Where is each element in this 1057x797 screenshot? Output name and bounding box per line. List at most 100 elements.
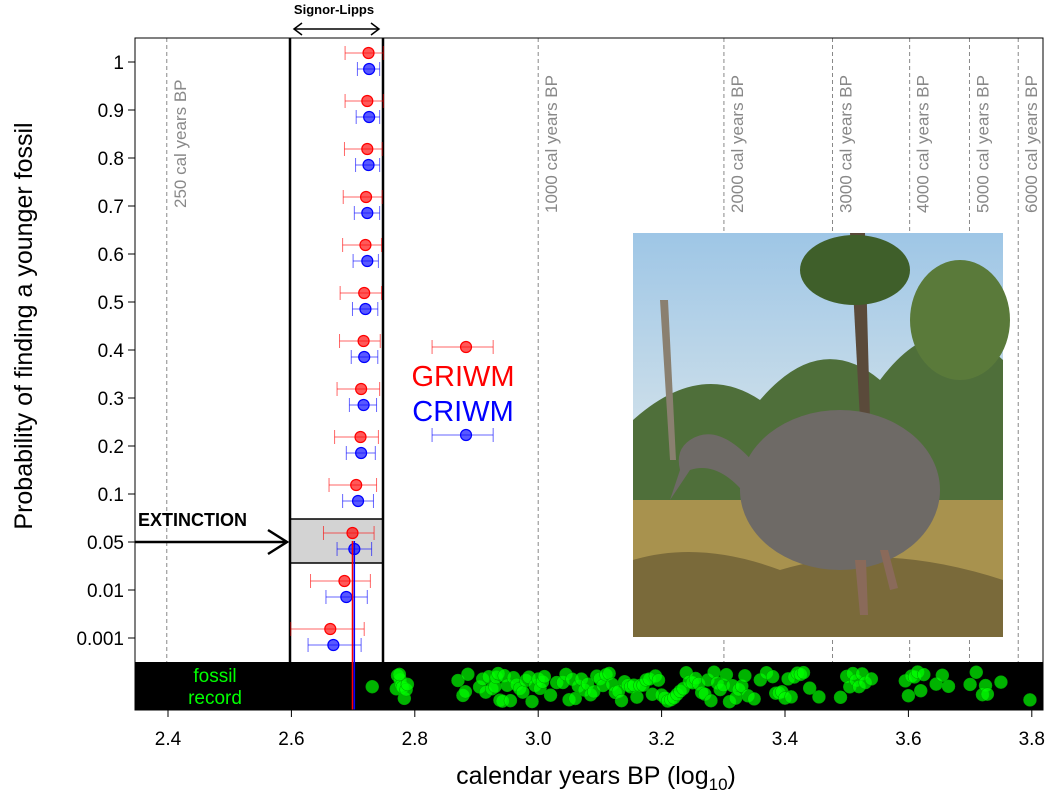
fossil-point <box>784 690 798 704</box>
fossil-point <box>461 667 475 682</box>
griwm-point <box>358 286 371 300</box>
y-tick-label: 0.001 <box>76 629 124 650</box>
reference-line-label: 250 cal years BP <box>171 79 190 208</box>
fossil-point <box>392 667 407 682</box>
fossil-point <box>747 692 761 706</box>
fossil-point <box>543 688 558 702</box>
reference-line-label: 4000 cal years BP <box>914 75 933 213</box>
griwm-point <box>338 574 351 588</box>
griwm-point <box>357 334 370 348</box>
fossil-point <box>901 688 916 703</box>
fossil-point <box>812 690 826 704</box>
griwm-point <box>346 526 359 540</box>
legend-point <box>459 428 473 442</box>
x-tick-label: 3.4 <box>772 729 799 750</box>
extinction-lines <box>351 541 356 710</box>
signor-lipps-label: Signor-Lipps <box>294 2 374 17</box>
legend-griwm: GRIWM <box>411 361 514 393</box>
fossil-points <box>365 665 1037 709</box>
moa-illustration <box>633 233 1010 637</box>
griwm-point <box>361 94 374 108</box>
criwm-point <box>351 494 365 508</box>
criwm-point <box>359 302 372 316</box>
fossil-point <box>963 677 977 692</box>
criwm-point <box>362 158 375 172</box>
fossil-point <box>516 685 530 699</box>
criwm-point <box>358 350 371 364</box>
fossil-record-label-1: fossil <box>193 666 236 687</box>
x-tick-label: 3.6 <box>895 729 921 750</box>
y-tick-label: 0.3 <box>98 389 124 410</box>
x-tick-label: 3.8 <box>1019 729 1045 750</box>
x-tick-label: 3.0 <box>525 729 551 750</box>
griwm-point <box>359 238 372 252</box>
criwm-point <box>361 254 374 268</box>
fossil-point <box>796 665 811 680</box>
y-tick-label: 0.4 <box>98 341 125 362</box>
x-tick-label: 2.6 <box>278 729 304 750</box>
x-axis-label: calendar years BP (log10) <box>456 762 736 794</box>
criwm-point <box>327 638 340 652</box>
fossil-point <box>365 679 379 694</box>
criwm-point <box>363 62 376 76</box>
criwm-point <box>357 398 370 412</box>
griwm-point <box>361 142 374 156</box>
y-tick-label: 1 <box>113 53 124 74</box>
fossil-point <box>503 693 518 708</box>
signor-lipps-window: Signor-Lipps <box>288 2 385 662</box>
y-tick-label: 0.6 <box>98 245 124 266</box>
criwm-point <box>361 206 374 220</box>
fossil-record-label-2: record <box>188 688 242 709</box>
criwm-point <box>340 590 353 604</box>
fossil-point <box>719 667 734 682</box>
y-tick-label: 0.8 <box>98 149 124 170</box>
reference-line-label: 2000 cal years BP <box>728 75 747 213</box>
fossil-point <box>458 684 473 699</box>
y-tick-label: 0.9 <box>98 101 124 122</box>
griwm-point <box>324 622 337 636</box>
reference-line-label: 1000 cal years BP <box>542 75 561 213</box>
griwm-point <box>355 382 368 396</box>
legend: GRIWM CRIWM <box>411 361 514 428</box>
criwm-point <box>355 446 368 460</box>
y-tick-label: 0.1 <box>98 485 124 506</box>
y-tick-label: 0.5 <box>98 293 124 314</box>
legend-point <box>459 340 473 354</box>
y-tick-label: 0.01 <box>87 581 124 602</box>
fossil-point <box>765 669 780 684</box>
fossil-point <box>864 672 879 686</box>
x-axis: 2.4 2.6 2.8 3.0 3.2 3.4 3.6 3.8 <box>155 710 1045 750</box>
fossil-point <box>833 690 848 705</box>
reference-line-label: 6000 cal years BP <box>1022 75 1041 213</box>
fossil-point <box>935 668 950 683</box>
fossil-point <box>400 677 415 692</box>
y-tick-label: 0.2 <box>98 437 124 458</box>
fossil-point <box>913 683 928 698</box>
x-tick-label: 2.8 <box>402 729 428 750</box>
fossil-point <box>630 690 644 704</box>
fossil-point <box>994 675 1008 689</box>
fossil-point <box>525 694 539 709</box>
extinction-label: EXTINCTION <box>138 510 247 530</box>
fossil-point <box>1023 693 1037 707</box>
criwm-point <box>363 110 376 124</box>
fossil-point <box>704 693 718 708</box>
y-tick-label: 0.7 <box>98 197 124 218</box>
fossil-point <box>651 673 666 687</box>
x-tick-label: 2.4 <box>155 729 182 750</box>
fossil-point <box>980 687 995 701</box>
y-tick-label: 0.05 <box>87 533 124 554</box>
fossil-point <box>917 667 931 682</box>
griwm-point <box>362 46 375 60</box>
x-tick-label: 3.2 <box>648 729 674 750</box>
fossil-point <box>451 673 465 688</box>
y-axis-label: Probability of finding a younger fossil <box>10 122 38 529</box>
griwm-point <box>350 478 363 492</box>
extinction-annotation: EXTINCTION <box>135 510 290 556</box>
griwm-point <box>354 430 367 444</box>
reference-line-label: 3000 cal years BP <box>837 75 856 213</box>
griwm-point <box>359 190 373 204</box>
fossil-point <box>738 669 752 683</box>
reference-line-label: 5000 cal years BP <box>973 75 992 213</box>
